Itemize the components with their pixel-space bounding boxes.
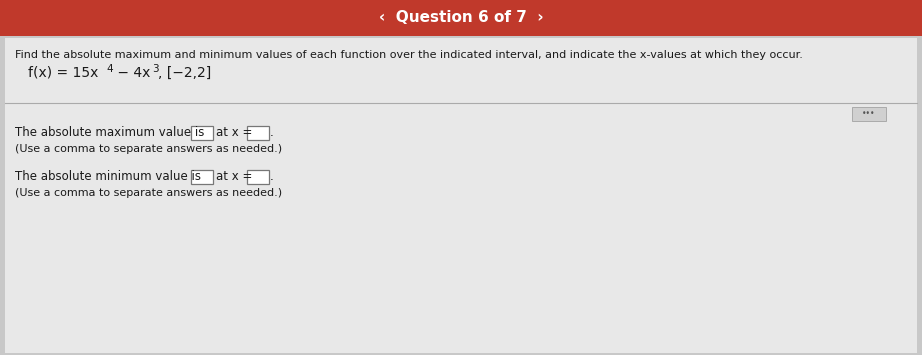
Text: at x =: at x = bbox=[216, 126, 253, 140]
Text: Find the absolute maximum and minimum values of each function over the indicated: Find the absolute maximum and minimum va… bbox=[15, 50, 803, 60]
Bar bbox=[191, 126, 213, 140]
Text: f(x) = 15x: f(x) = 15x bbox=[28, 66, 99, 80]
Bar bbox=[247, 170, 269, 184]
Text: 3: 3 bbox=[152, 64, 159, 74]
Text: 4: 4 bbox=[106, 64, 112, 74]
Text: .: . bbox=[270, 170, 274, 184]
Text: at x =: at x = bbox=[216, 170, 253, 184]
Text: (Use a comma to separate answers as needed.): (Use a comma to separate answers as need… bbox=[15, 144, 282, 154]
Text: .: . bbox=[270, 126, 274, 140]
Text: − 4x: − 4x bbox=[113, 66, 150, 80]
Bar bbox=[0, 0, 922, 36]
Text: ‹  Question 6 of 7  ›: ‹ Question 6 of 7 › bbox=[379, 11, 543, 26]
Bar bbox=[5, 38, 917, 353]
Bar bbox=[852, 107, 886, 121]
Text: (Use a comma to separate answers as needed.): (Use a comma to separate answers as need… bbox=[15, 188, 282, 198]
Text: , [−2,2]: , [−2,2] bbox=[158, 66, 211, 80]
Text: The absolute minimum value is: The absolute minimum value is bbox=[15, 170, 201, 184]
Bar bbox=[247, 126, 269, 140]
Text: The absolute maximum value is: The absolute maximum value is bbox=[15, 126, 205, 140]
Text: •••: ••• bbox=[862, 109, 876, 119]
Bar bbox=[191, 170, 213, 184]
